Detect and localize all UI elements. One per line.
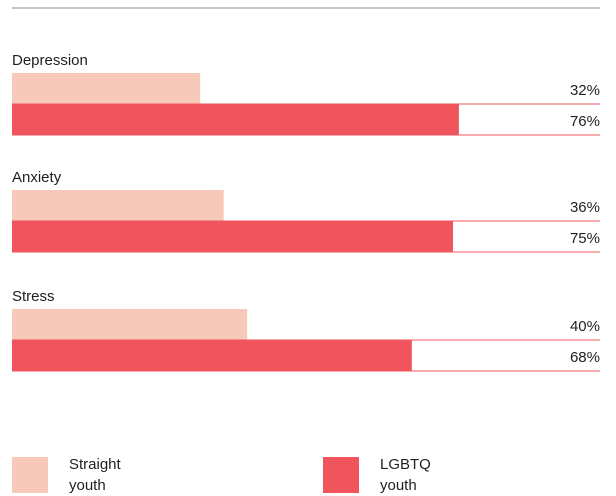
bar-straight <box>12 73 201 104</box>
value-label: 75% <box>570 230 600 247</box>
value-label: 32% <box>570 82 600 99</box>
value-label: 68% <box>570 349 600 366</box>
legend: Straight youth LGBTQ youth <box>12 456 431 494</box>
bar-lgbtq <box>12 340 412 371</box>
legend-swatch <box>12 457 48 493</box>
category-label: Anxiety <box>12 169 62 186</box>
legend-label: LGBTQ <box>380 456 431 473</box>
category-label: Depression <box>12 52 88 69</box>
value-label: 36% <box>570 199 600 216</box>
legend-label: youth <box>380 477 417 494</box>
legend-label: Straight <box>69 456 122 473</box>
value-label: 76% <box>570 113 600 130</box>
plot-area: Depression 32% 76% Anxiety 36% 75% Stress 40% 68… <box>12 52 600 372</box>
value-label: 40% <box>570 318 600 335</box>
legend-label: youth <box>69 477 106 494</box>
bar-lgbtq <box>12 221 453 252</box>
bar-lgbtq <box>12 104 459 135</box>
bar-straight <box>12 190 224 221</box>
legend-swatch <box>323 457 359 493</box>
category-label: Stress <box>12 288 55 305</box>
bar-straight <box>12 309 248 340</box>
